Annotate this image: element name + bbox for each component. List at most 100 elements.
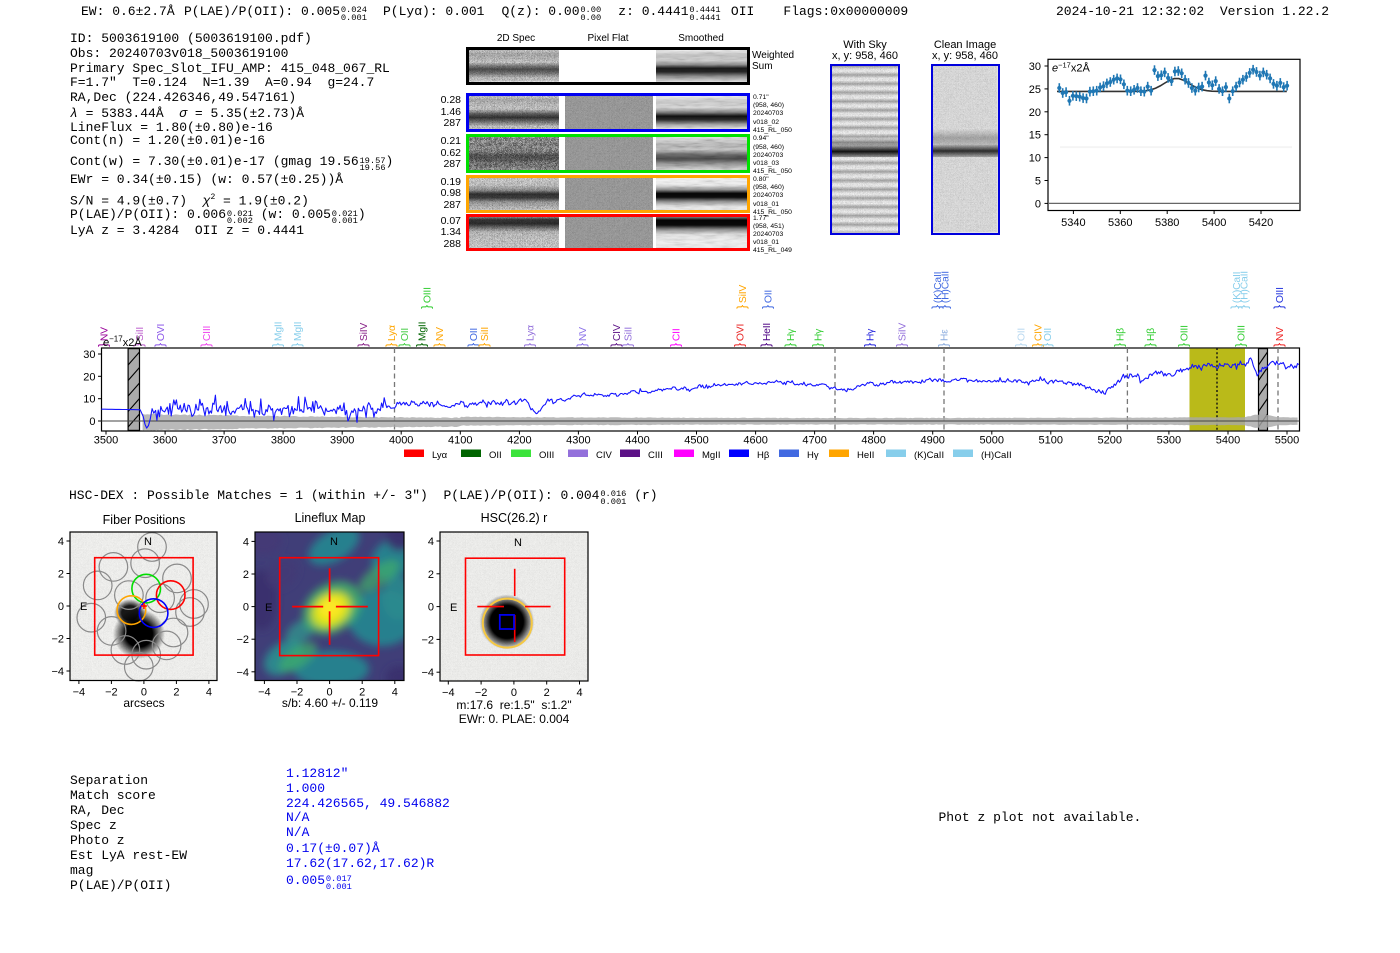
- svg-text:} (K)CaII: } (K)CaII: [1229, 272, 1243, 309]
- svg-text:−4: −4: [51, 666, 64, 678]
- svg-text:10: 10: [83, 394, 95, 406]
- svg-text:5400: 5400: [1202, 217, 1226, 229]
- svg-text:2: 2: [544, 687, 550, 699]
- svg-text:} NV: } NV: [432, 327, 446, 347]
- svg-text:4800: 4800: [861, 435, 885, 447]
- svg-text:CIII: CIII: [648, 450, 663, 461]
- svg-text:0: 0: [89, 416, 95, 428]
- svg-text:3900: 3900: [330, 435, 354, 447]
- svg-text:} OVI: } OVI: [733, 324, 747, 347]
- svg-text:4900: 4900: [920, 435, 944, 447]
- svg-text:} OIII: } OIII: [1272, 287, 1286, 309]
- svg-text:} OIII: } OIII: [1177, 325, 1191, 347]
- svg-text:3800: 3800: [271, 435, 295, 447]
- svg-text:2: 2: [173, 687, 179, 699]
- svg-text:} (H)CaII: } (H)CaII: [1237, 271, 1251, 309]
- svg-text:} Hγ: } Hγ: [811, 328, 825, 347]
- svg-text:−2: −2: [475, 687, 488, 699]
- svg-text:} OIII: } OIII: [1234, 325, 1248, 347]
- svg-text:E: E: [265, 602, 272, 614]
- svg-text:5100: 5100: [1039, 435, 1063, 447]
- svg-text:} NV: } NV: [575, 327, 589, 347]
- svg-text:3700: 3700: [212, 435, 236, 447]
- svg-text:2: 2: [58, 569, 64, 581]
- svg-text:} SiII: } SiII: [477, 327, 491, 347]
- svg-text:4200: 4200: [507, 435, 531, 447]
- svg-text:} (K)CaII: } (K)CaII: [930, 272, 944, 309]
- svg-text:OIII: OIII: [539, 450, 554, 461]
- svg-text:−4: −4: [421, 667, 434, 679]
- svg-text:−4: −4: [236, 667, 249, 679]
- svg-text:4500: 4500: [684, 435, 708, 447]
- svg-text:HSC(26.2) r: HSC(26.2) r: [481, 511, 548, 525]
- svg-text:} NV: } NV: [97, 327, 111, 347]
- svg-text:2: 2: [359, 687, 365, 699]
- svg-text:−2: −2: [291, 687, 304, 699]
- svg-text:4300: 4300: [566, 435, 590, 447]
- svg-text:0: 0: [58, 601, 64, 613]
- svg-text:} SiIV: } SiIV: [895, 323, 909, 347]
- svg-text:20: 20: [83, 371, 95, 383]
- svg-text:OII: OII: [489, 450, 502, 461]
- svg-text:25: 25: [1029, 84, 1041, 96]
- svg-text:Fiber Positions: Fiber Positions: [103, 513, 186, 527]
- svg-text:5380: 5380: [1155, 217, 1179, 229]
- svg-text:−2: −2: [421, 634, 434, 646]
- svg-text:} OIII: } OIII: [420, 287, 434, 309]
- svg-text:0: 0: [428, 602, 434, 614]
- svg-text:4: 4: [428, 536, 434, 548]
- svg-text:5300: 5300: [1157, 435, 1181, 447]
- svg-text:0: 0: [243, 602, 249, 614]
- svg-text:} NV: } NV: [1272, 327, 1286, 347]
- svg-text:E: E: [450, 602, 457, 614]
- svg-text:e−17x2Å: e−17x2Å: [1052, 61, 1090, 75]
- svg-text:(H)CaII: (H)CaII: [981, 450, 1012, 461]
- svg-text:} SiIV: } SiIV: [356, 323, 370, 347]
- svg-text:−2: −2: [105, 687, 118, 699]
- svg-text:15: 15: [1029, 130, 1041, 142]
- svg-text:CIV: CIV: [596, 450, 613, 461]
- svg-text:} OII: } OII: [466, 328, 480, 347]
- svg-text:} Hγ: } Hγ: [863, 328, 877, 347]
- svg-text:(K)CaII: (K)CaII: [914, 450, 944, 461]
- svg-text:5200: 5200: [1098, 435, 1122, 447]
- svg-text:} CIV: } CIV: [609, 324, 623, 347]
- svg-text:−4: −4: [73, 687, 86, 699]
- svg-text:arcsecs: arcsecs: [123, 696, 164, 710]
- svg-text:} SiIV: } SiIV: [735, 285, 749, 309]
- svg-text:4700: 4700: [802, 435, 826, 447]
- svg-text:} Lyα: } Lyα: [523, 325, 537, 347]
- svg-text:s/b: 4.60 +/- 0.119: s/b: 4.60 +/- 0.119: [282, 696, 379, 710]
- svg-text:Lyα: Lyα: [432, 450, 448, 461]
- svg-text:4100: 4100: [448, 435, 472, 447]
- svg-text:} Lyα: } Lyα: [384, 325, 398, 347]
- svg-text:} CIV: } CIV: [1031, 324, 1045, 347]
- svg-text:MgII: MgII: [702, 450, 720, 461]
- svg-text:5: 5: [1035, 176, 1041, 188]
- svg-text:} OII: } OII: [761, 290, 775, 309]
- svg-text:} (H)CaII: } (H)CaII: [938, 271, 952, 309]
- svg-text:} CII: } CII: [669, 328, 683, 347]
- svg-text:} Hε: } Hε: [937, 329, 951, 347]
- svg-text:EWr: 0. PLAE: 0.004: EWr: 0. PLAE: 0.004: [459, 712, 570, 726]
- svg-text:−2: −2: [51, 634, 64, 646]
- svg-text:} HeII: } HeII: [759, 323, 773, 347]
- svg-text:2: 2: [428, 569, 434, 581]
- svg-text:5360: 5360: [1108, 217, 1132, 229]
- svg-text:5340: 5340: [1061, 217, 1085, 229]
- svg-text:0: 0: [1035, 198, 1041, 210]
- svg-text:4000: 4000: [389, 435, 413, 447]
- svg-text:30: 30: [83, 349, 95, 361]
- svg-text:e−17x2Å: e−17x2Å: [103, 335, 142, 350]
- svg-text:−4: −4: [258, 687, 271, 699]
- svg-text:4: 4: [576, 687, 582, 699]
- svg-text:HeII: HeII: [857, 450, 874, 461]
- svg-text:−4: −4: [442, 687, 455, 699]
- svg-text:4600: 4600: [743, 435, 767, 447]
- svg-text:30: 30: [1029, 61, 1041, 73]
- svg-text:m:17.6 re:1.5" s:1.2": m:17.6 re:1.5" s:1.2": [456, 698, 571, 712]
- svg-text:4: 4: [392, 687, 398, 699]
- svg-text:Hγ: Hγ: [807, 450, 819, 461]
- svg-text:0: 0: [327, 687, 333, 699]
- svg-text:} SiII: } SiII: [621, 327, 635, 347]
